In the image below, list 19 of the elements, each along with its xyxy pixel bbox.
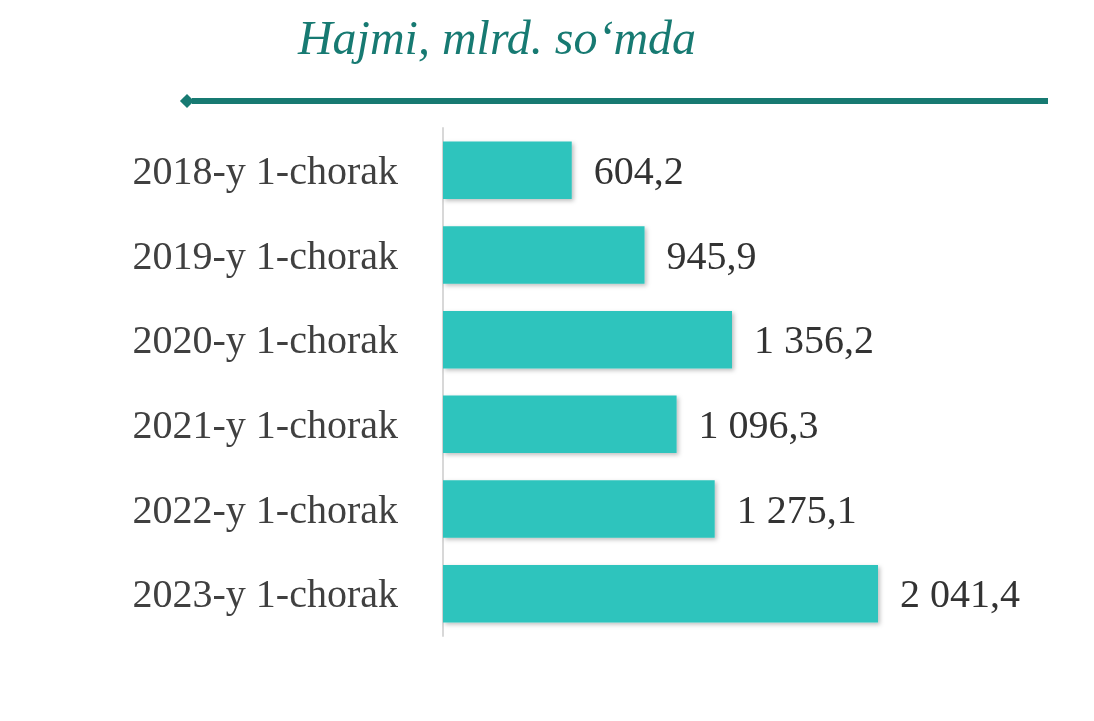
data-label: 945,9 — [666, 232, 757, 278]
bar — [443, 564, 878, 623]
bar — [443, 310, 732, 369]
data-label: 1 096,3 — [698, 401, 819, 447]
data-label: 2 041,4 — [900, 571, 1020, 617]
bar — [443, 395, 677, 454]
bar — [443, 141, 572, 200]
y-tick-label: 2019-y 1-chorak — [132, 232, 398, 278]
y-tick-label: 2021-y 1-chorak — [132, 401, 398, 447]
data-label: 1 275,1 — [736, 486, 857, 532]
y-tick-label: 2020-y 1-chorak — [132, 317, 398, 363]
y-tick-label: 2023-y 1-chorak — [132, 571, 398, 617]
y-tick-label: 2018-y 1-chorak — [132, 147, 398, 193]
data-label: 604,2 — [593, 147, 684, 193]
data-label: 1 356,2 — [753, 317, 874, 363]
bar — [443, 480, 715, 538]
bar — [443, 226, 645, 284]
y-tick-label: 2022-y 1-chorak — [132, 486, 398, 532]
chart-title: Hajmi, mlrd. so‘mda — [296, 10, 698, 65]
